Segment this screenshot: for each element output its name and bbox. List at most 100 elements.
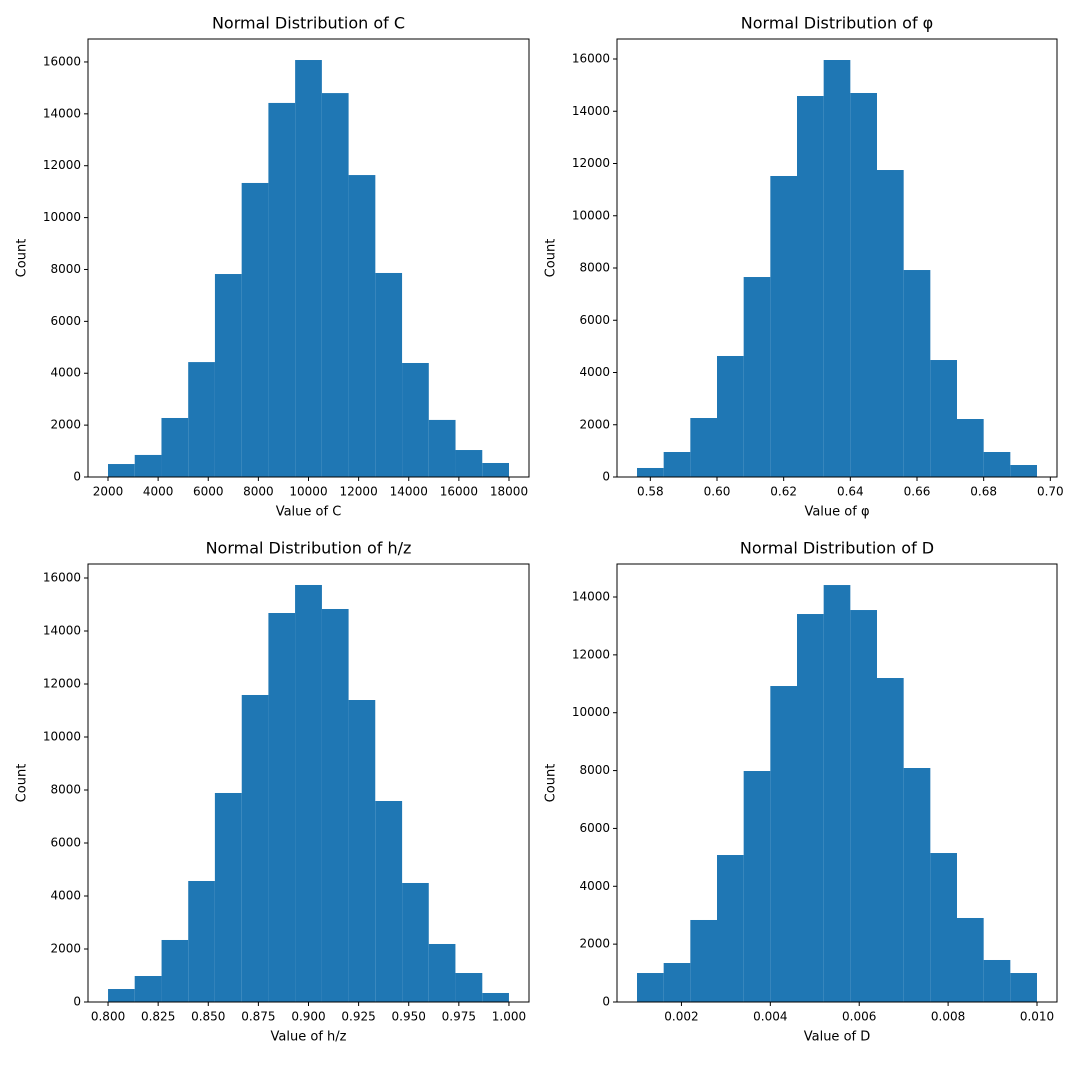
x-tick-label: 4000 [143,485,174,499]
bar [957,917,984,1002]
bar [903,768,931,1002]
y-tick-label: 2000 [579,937,610,951]
y-tick-label: 2000 [50,418,81,432]
y-tick-label: 4000 [579,365,610,379]
bar [375,800,403,1002]
bar [690,919,717,1002]
y-tick-label: 10000 [572,705,610,719]
y-tick-label: 8000 [50,782,81,796]
x-tick-label: 0.64 [837,485,864,499]
bar [663,963,691,1002]
bar [241,182,269,477]
bar [321,93,349,478]
x-tick-label: 2000 [93,485,124,499]
chart-title: Normal Distribution of h/z [206,539,412,558]
axes-frame [616,38,1058,478]
x-tick-label: 10000 [289,485,327,499]
y-tick-label: 8000 [50,262,81,276]
bar [482,462,510,477]
bar [375,272,403,477]
y-tick-label: 10000 [43,729,81,743]
y-tick-label: 12000 [572,647,610,661]
bar [930,360,957,477]
bar [903,270,931,477]
y-tick-label: 6000 [50,314,81,328]
x-tick-label: 0.800 [91,1010,125,1024]
bar [823,585,851,1002]
y-tick-label: 0 [602,470,610,484]
y-tick-label: 8000 [579,763,610,777]
x-tick-label: 0.58 [637,485,664,499]
bar [295,60,322,478]
x-tick-label: 0.60 [704,485,731,499]
bar [717,355,744,477]
x-tick-label: 18000 [490,485,528,499]
y-tick-label: 16000 [43,54,81,68]
bar [1010,973,1037,1002]
bar [823,60,851,477]
x-tick-label: 0.010 [1020,1010,1054,1024]
bar [877,170,904,477]
y-tick-label: 10000 [572,208,610,222]
x-tick-label: 0.900 [291,1010,325,1024]
y-tick-label: 0 [602,995,610,1009]
bar [161,939,189,1002]
bar [188,880,215,1002]
y-axis-label: Count [544,239,559,278]
x-tick-label: 0.825 [141,1010,175,1024]
bar [717,855,744,1002]
bar [107,464,135,477]
x-tick-label: 16000 [440,485,478,499]
chart-title: Normal Distribution of C [212,14,405,33]
x-tick-label: 0.002 [664,1010,698,1024]
y-tick-label: 0 [73,995,81,1009]
bar [957,419,984,477]
y-tick-label: 0 [73,470,81,484]
y-axis-label: Count [15,764,30,803]
y-tick-label: 14000 [572,104,610,118]
x-tick-label: 8000 [243,485,274,499]
bar [930,853,957,1002]
chart-title: Normal Distribution of φ [741,14,933,33]
y-tick-label: 2000 [579,417,610,431]
bar [770,175,797,477]
bar [877,678,904,1002]
x-tick-label: 1.000 [492,1010,526,1024]
bar [241,694,269,1002]
bar [268,612,296,1002]
bar [637,973,664,1002]
y-tick-label: 16000 [572,52,610,66]
y-tick-label: 4000 [579,879,610,893]
y-axis-label: Count [15,239,30,278]
x-tick-label: 0.68 [970,485,997,499]
y-axis-label: Count [544,764,559,803]
bar [663,451,691,477]
bar [983,451,1011,477]
x-tick-label: 6000 [193,485,224,499]
y-tick-label: 14000 [572,590,610,604]
x-tick-label: 12000 [340,485,378,499]
y-tick-label: 12000 [43,158,81,172]
x-tick-label: 0.006 [842,1010,876,1024]
bar [428,419,456,477]
y-tick-label: 4000 [50,366,81,380]
y-tick-label: 6000 [579,821,610,835]
bar [850,92,877,477]
bar [797,96,824,477]
bar [268,102,296,477]
bar [161,417,189,477]
x-tick-label: 0.925 [341,1010,375,1024]
bar [134,976,162,1002]
x-tick-label: 0.008 [931,1010,965,1024]
bar [637,467,664,477]
x-tick-label: 0.004 [753,1010,787,1024]
y-tick-label: 12000 [43,676,81,690]
bar [455,973,483,1002]
bar [214,274,242,477]
bar [983,959,1011,1002]
x-tick-label: 0.70 [1037,485,1064,499]
bar [321,608,349,1002]
bar [295,584,322,1002]
x-tick-label: 0.66 [904,485,931,499]
